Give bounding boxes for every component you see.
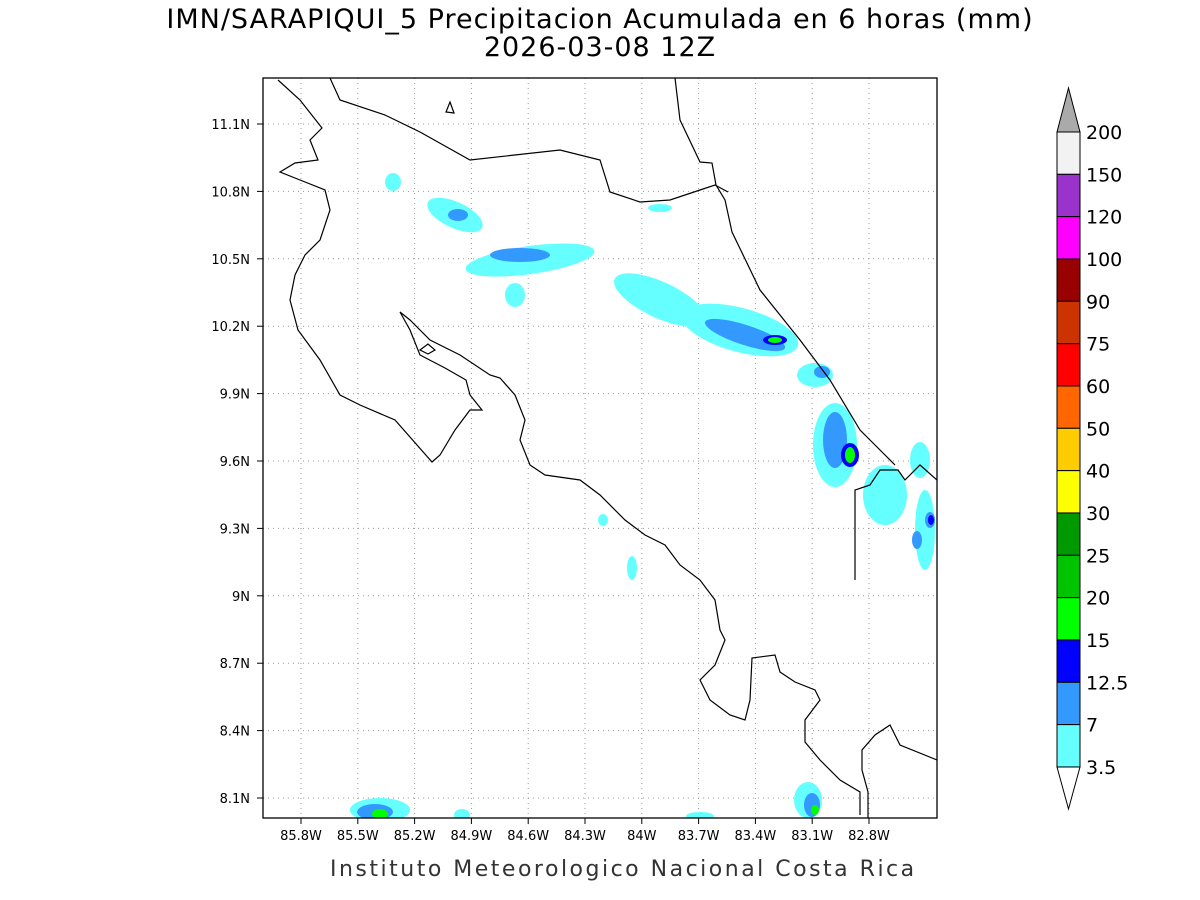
colorbar-label: 50: [1086, 418, 1110, 440]
colorbar-label: 3.5: [1086, 757, 1116, 779]
lon-tick-label: 84.3W: [564, 829, 606, 844]
colorbar-swatch: [1056, 385, 1081, 429]
lon-tick-label: 85.8W: [280, 829, 322, 844]
lat-tick-label: 9.6N: [220, 455, 250, 470]
colorbar-over-triangle: [1056, 86, 1081, 133]
colorbar-swatch: [1056, 554, 1081, 599]
colorbar-label: 90: [1086, 291, 1110, 313]
colorbar-label: 60: [1086, 376, 1110, 398]
colorbar-swatch: [1056, 258, 1081, 302]
colorbar-swatch: [1056, 427, 1081, 472]
lat-tick-label: 9.3N: [220, 522, 250, 537]
footer-credit: Instituto Meteorologico Nacional Costa R…: [330, 857, 917, 882]
colorbar-swatch: [1056, 216, 1081, 260]
grid-lines: [263, 78, 937, 818]
lat-tick-label: 11.1N: [211, 118, 250, 133]
colorbar-swatch: [1056, 681, 1081, 726]
lat-tick-label: 9.9N: [220, 388, 250, 403]
colorbar-swatch: [1056, 639, 1081, 683]
lat-tick-label: 10.8N: [211, 185, 250, 200]
colorbar-label: 120: [1086, 207, 1122, 229]
lon-tick-label: 83.7W: [678, 829, 720, 844]
lon-tick-label: 83.4W: [734, 829, 776, 844]
colorbar-label: 7: [1086, 715, 1098, 737]
colorbar-swatch: [1056, 343, 1081, 387]
lon-tick-label: 85.2W: [394, 829, 436, 844]
coastlines: [277, 78, 937, 818]
colorbar-label: 75: [1086, 334, 1110, 356]
colorbar-label: 40: [1086, 461, 1110, 483]
colorbar-label: 100: [1086, 249, 1122, 271]
colorbar-label: 30: [1086, 503, 1110, 525]
colorbar-label: 150: [1086, 164, 1122, 186]
colorbar-swatch: [1056, 512, 1081, 556]
colorbar-swatch: [1056, 300, 1081, 345]
lat-tick-label: 8.1N: [220, 792, 250, 807]
lon-tick-label: 84.6W: [507, 829, 549, 844]
colorbar-swatch: [1056, 470, 1081, 514]
colorbar-label: 15: [1086, 630, 1110, 652]
lat-tick-label: 10.2N: [211, 320, 250, 335]
colorbar-label: 200: [1086, 122, 1122, 144]
lat-tick-label: 10.5N: [211, 253, 250, 268]
lat-tick-label: 8.4N: [220, 725, 250, 740]
colorbar-swatch: [1056, 724, 1081, 768]
lon-tick-label: 82.8W: [848, 829, 890, 844]
colorbar-under-triangle: [1056, 766, 1081, 811]
lon-tick-label: 85.5W: [337, 829, 379, 844]
colorbar-swatch: [1056, 131, 1081, 175]
colorbar-label: 25: [1086, 545, 1110, 567]
colorbar-label: 20: [1086, 588, 1110, 610]
lon-tick-label: 84.9W: [450, 829, 492, 844]
lat-tick-label: 8.7N: [220, 657, 250, 672]
colorbar-swatch: [1056, 173, 1081, 218]
colorbar: 200 150 120 100 90 75 60 50 40 30 25 20 15 12.5 7 3.5: [1056, 86, 1128, 811]
lon-tick-label: 84W: [627, 829, 657, 844]
map-frame: [262, 77, 938, 819]
colorbar-label: 12.5: [1086, 672, 1128, 694]
lat-tick-label: 9N: [232, 590, 250, 605]
precipitation-field: [350, 173, 935, 818]
map-title: IMN/SARAPIQUI_5 Precipitacion Acumulada …: [166, 4, 1034, 35]
map-valid-time: 2026-03-08 12Z: [483, 32, 717, 63]
lon-tick-label: 83.1W: [791, 829, 833, 844]
colorbar-swatch: [1056, 597, 1081, 641]
